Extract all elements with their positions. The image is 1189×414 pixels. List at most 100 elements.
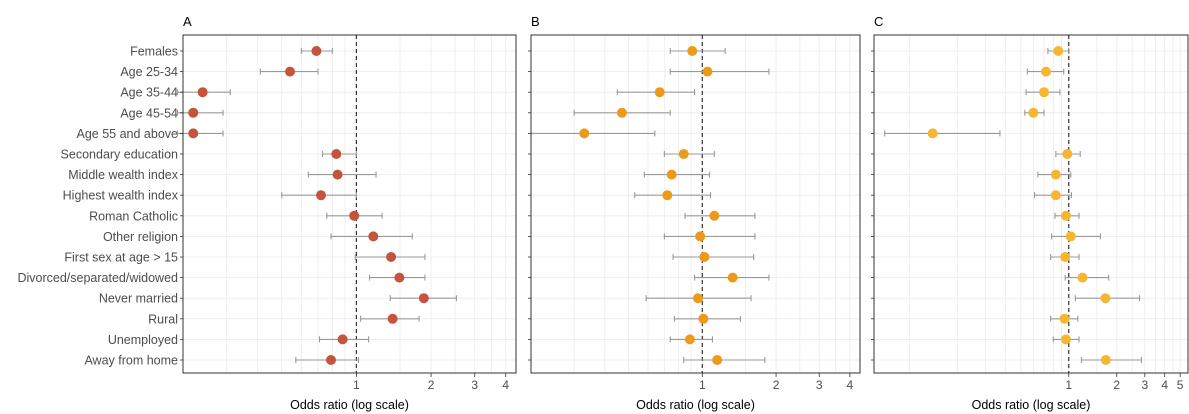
ci-whisker-females — [669, 48, 726, 54]
panel-border — [873, 34, 1189, 374]
x-tick-label: 1 — [1065, 378, 1072, 392]
row-label-unemployed: Unemployed — [108, 333, 178, 347]
row-label-females: Females — [130, 45, 178, 59]
odds-ratio-point-age-45-54 — [616, 107, 627, 118]
ci-whisker-age-45-54 — [176, 109, 224, 116]
ci-whisker-away-from-home — [1080, 357, 1143, 363]
x-tick-label: 2 — [773, 378, 780, 392]
row-label-age-35-44: Age 35-44 — [120, 86, 178, 100]
odds-ratio-point-age-35-44 — [197, 87, 208, 98]
panel-grid — [183, 35, 516, 373]
x-tick-label: 4 — [502, 378, 509, 392]
ci-whisker-age-55-and-above — [530, 130, 656, 137]
odds-ratio-point-age-25-34 — [285, 66, 296, 77]
odds-ratio-point-divorced-separated-widowed — [727, 272, 738, 283]
ci-whisker-highest-wealth-index — [634, 192, 712, 199]
odds-ratio-point-first-sex-at-age-15 — [386, 252, 397, 262]
x-axis-title: Odds ratio (log scale) — [290, 398, 409, 412]
odds-ratio-point-age-25-34 — [702, 66, 713, 77]
row-label-divorced-separated-widowed: Divorced/separated/widowed — [17, 271, 178, 285]
odds-ratio-point-unemployed — [1060, 334, 1071, 345]
odds-ratio-point-away-from-home — [325, 355, 336, 365]
odds-ratio-point-first-sex-at-age-15 — [699, 252, 710, 262]
row-label-other-religion: Other religion — [103, 230, 178, 244]
row-label-age-45-54: Age 45-54 — [120, 106, 178, 120]
x-tick-label: 3 — [816, 378, 823, 392]
row-label-away-from-home: Away from home — [84, 354, 178, 368]
ci-whisker-age-55-and-above — [176, 130, 224, 137]
panel-a: 1 2 3 4 Odds ratio (log scale) A — [176, 14, 517, 412]
x-tick-label: 2 — [1113, 378, 1120, 392]
odds-ratio-point-highest-wealth-index — [315, 190, 326, 201]
row-labels: Females Age 25-34 Age 35-44 Age 45-54 Age 55… — [17, 45, 178, 368]
odds-ratio-point-middle-wealth-index — [1050, 169, 1061, 180]
odds-ratio-point-age-35-44 — [1039, 87, 1050, 98]
x-tick-label: 3 — [1141, 378, 1148, 392]
panel-grid — [531, 35, 860, 373]
odds-ratio-point-secondary-education — [331, 149, 342, 159]
odds-ratio-point-away-from-home — [712, 355, 723, 365]
odds-ratio-point-age-45-54 — [1028, 107, 1039, 118]
odds-ratio-point-age-55-and-above — [188, 128, 199, 139]
odds-ratio-point-age-55-and-above — [927, 128, 938, 139]
odds-ratio-point-rural — [1059, 313, 1070, 324]
odds-ratio-point-age-35-44 — [654, 87, 665, 98]
panel-c: 1 2 3 4 5 Odds ratio (log scale) C — [871, 14, 1189, 412]
odds-ratio-point-divorced-separated-widowed — [394, 272, 405, 283]
odds-ratio-point-away-from-home — [1100, 355, 1111, 365]
x-tick-label: 2 — [428, 378, 435, 392]
panel-grid — [874, 35, 1188, 373]
odds-ratio-point-secondary-education — [678, 149, 689, 159]
panel-border — [182, 34, 517, 374]
row-label-rural: Rural — [148, 312, 178, 326]
row-label-never-married: Never married — [99, 292, 178, 306]
odds-ratio-point-secondary-education — [1062, 149, 1073, 159]
odds-ratio-point-roman-catholic — [349, 210, 360, 221]
odds-ratio-point-other-religion — [695, 231, 706, 242]
odds-ratio-point-unemployed — [684, 334, 695, 345]
odds-ratio-point-age-55-and-above — [579, 128, 590, 139]
ci-whisker-other-religion — [1050, 233, 1101, 240]
ci-whisker-age-55-and-above — [884, 130, 1001, 137]
row-label-middle-wealth-index: Middle wealth index — [68, 168, 179, 182]
odds-ratio-point-roman-catholic — [709, 210, 720, 221]
panel-b: 1 2 3 4 Odds ratio (log scale) B — [528, 14, 861, 412]
row-label-first-sex-at-age-15: First sex at age > 15 — [64, 251, 178, 265]
ci-whisker-roman-catholic — [684, 212, 756, 219]
row-label-secondary-education: Secondary education — [61, 148, 178, 162]
odds-ratio-point-rural — [698, 313, 709, 324]
odds-ratio-point-females — [687, 46, 698, 56]
x-tick-label: 3 — [471, 378, 478, 392]
odds-ratio-point-never-married — [418, 293, 429, 304]
ci-whisker-away-from-home — [683, 357, 766, 363]
x-tick-label: 4 — [847, 378, 854, 392]
odds-ratio-point-roman-catholic — [1060, 210, 1071, 221]
ci-whisker-middle-wealth-index — [643, 171, 711, 178]
x-axis-title: Odds ratio (log scale) — [636, 398, 755, 412]
odds-ratio-point-rural — [387, 313, 398, 324]
odds-ratio-point-age-45-54 — [188, 107, 199, 118]
x-tick-label: 5 — [1177, 378, 1184, 392]
ci-whisker-secondary-education — [663, 151, 715, 157]
x-axis-title: Odds ratio (log scale) — [972, 398, 1091, 412]
odds-ratio-point-never-married — [692, 293, 703, 304]
row-label-age-25-34: Age 25-34 — [120, 65, 178, 79]
odds-ratio-point-highest-wealth-index — [662, 190, 673, 201]
panel-letter: C — [874, 14, 883, 29]
x-tick-label: 1 — [353, 378, 360, 392]
odds-ratio-point-females — [1053, 46, 1064, 56]
odds-ratio-point-middle-wealth-index — [666, 169, 677, 180]
odds-ratio-point-first-sex-at-age-15 — [1060, 252, 1071, 262]
odds-ratio-point-other-religion — [368, 231, 379, 242]
panel-letter: A — [183, 14, 192, 29]
row-label-roman-catholic: Roman Catholic — [89, 209, 178, 223]
panel-letter: B — [531, 14, 540, 29]
ci-whisker-other-religion — [663, 233, 756, 240]
x-tick-label: 4 — [1161, 378, 1168, 392]
odds-ratio-point-never-married — [1100, 293, 1111, 304]
odds-ratio-point-divorced-separated-widowed — [1077, 272, 1088, 283]
odds-ratio-point-highest-wealth-index — [1050, 190, 1061, 201]
odds-ratio-point-females — [311, 46, 322, 56]
row-label-highest-wealth-index: Highest wealth index — [63, 189, 179, 203]
